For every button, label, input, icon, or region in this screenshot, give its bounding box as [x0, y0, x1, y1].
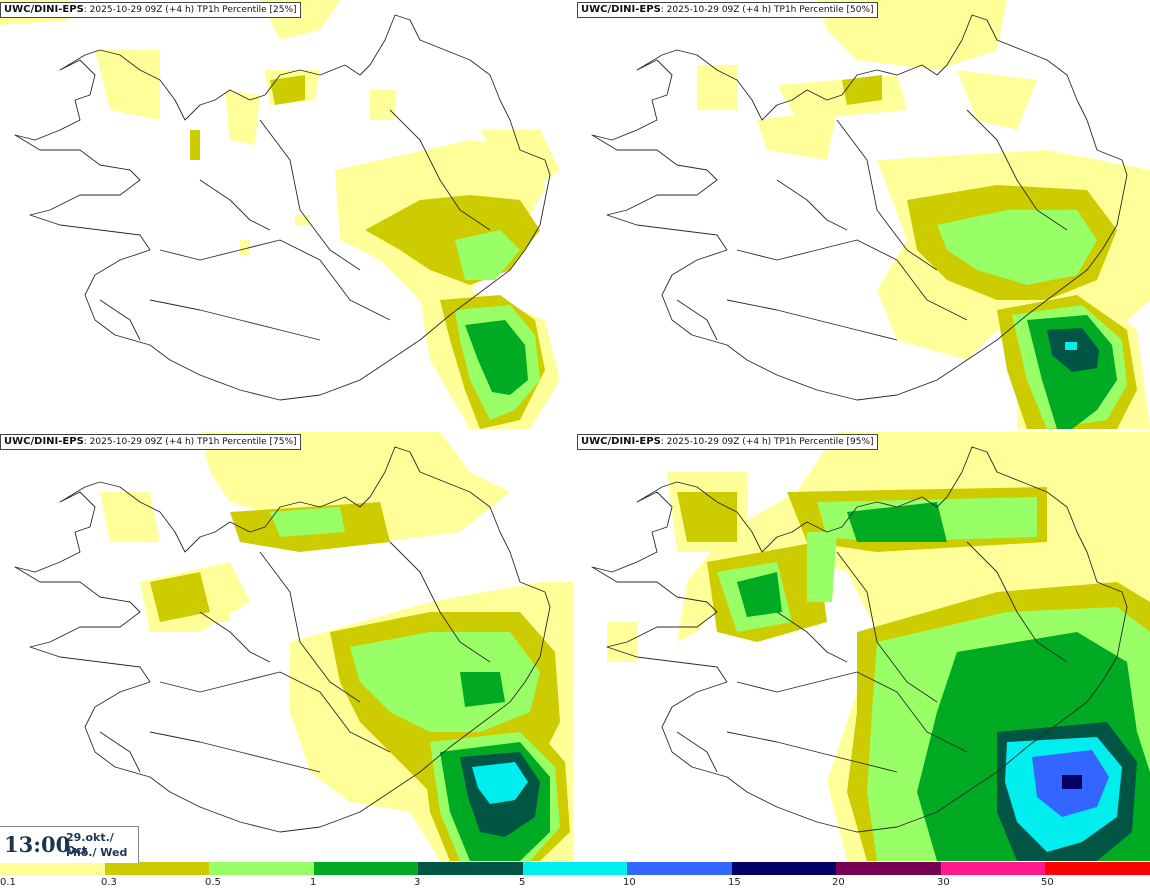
- iceland-coastline: [591, 446, 1128, 833]
- valid-time-box: 13:00 29.okt./ Oct Mið./ Wed: [0, 826, 139, 863]
- legend-swatch: [836, 862, 941, 875]
- legend-label: 0.3: [101, 877, 117, 888]
- map-panel-p50: UWC/DINI-EPS: 2025-10-29 09Z (+4 h) TP1h…: [577, 0, 1150, 429]
- panel-title: UWC/DINI-EPS: 2025-10-29 09Z (+4 h) TP1h…: [0, 434, 301, 450]
- legend-swatch: [104, 862, 210, 875]
- legend-label: 15: [728, 877, 741, 888]
- model-name: UWC/DINI-EPS: [581, 436, 661, 447]
- iceland-coastline: [14, 446, 551, 833]
- precip-fields-1: [465, 320, 528, 395]
- legend-swatch: [0, 862, 105, 875]
- precip-map-p50: [591, 0, 1150, 429]
- iceland-coastline: [591, 14, 1128, 401]
- legend-label: 50: [1041, 877, 1054, 888]
- legend-swatch: [313, 862, 419, 875]
- precip-map-p95: [591, 432, 1150, 861]
- legend-label: 20: [832, 877, 845, 888]
- precip-fields-5: [1065, 342, 1077, 350]
- run-info: : 2025-10-29 09Z (+4 h) TP1h Percentile …: [83, 437, 297, 447]
- precip-fields-15: [1062, 775, 1082, 789]
- legend-swatch: [940, 862, 1046, 875]
- map-panel-p75: UWC/DINI-EPS: 2025-10-29 09Z (+4 h) TP1h…: [0, 432, 573, 861]
- valid-time: 13:00: [4, 832, 71, 857]
- legend-label: 30: [937, 877, 950, 888]
- run-info: : 2025-10-29 09Z (+4 h) TP1h Percentile …: [83, 5, 297, 15]
- map-panel-p25: UWC/DINI-EPS: 2025-10-29 09Z (+4 h) TP1h…: [0, 0, 573, 429]
- legend-label: 10: [623, 877, 636, 888]
- model-name: UWC/DINI-EPS: [4, 4, 84, 15]
- valid-date: 29.okt./ Oct: [66, 831, 114, 857]
- legend-swatch: [627, 862, 732, 875]
- legend-swatch: [731, 862, 837, 875]
- panel-title: UWC/DINI-EPS: 2025-10-29 09Z (+4 h) TP1h…: [0, 2, 301, 18]
- panel-title: UWC/DINI-EPS: 2025-10-29 09Z (+4 h) TP1h…: [577, 434, 878, 450]
- map-panel-p95: UWC/DINI-EPS: 2025-10-29 09Z (+4 h) TP1h…: [577, 432, 1150, 861]
- panel-title: UWC/DINI-EPS: 2025-10-29 09Z (+4 h) TP1h…: [577, 2, 878, 18]
- legend-color-bar: [0, 862, 1150, 875]
- legend-swatch: [418, 862, 523, 875]
- color-legend: 0.1 0.3 0.5 1 3 5 10 15 20 30 50: [0, 862, 1150, 891]
- run-info: : 2025-10-29 09Z (+4 h) TP1h Percentile …: [660, 437, 874, 447]
- legend-label: 0.1: [0, 877, 16, 888]
- legend-label: 5: [519, 877, 526, 888]
- run-info: : 2025-10-29 09Z (+4 h) TP1h Percentile …: [660, 5, 874, 15]
- legend-swatch: [1045, 862, 1150, 875]
- model-name: UWC/DINI-EPS: [4, 436, 84, 447]
- precip-fields-5: [472, 762, 528, 804]
- legend-swatch: [209, 862, 314, 875]
- legend-label: 0.5: [205, 877, 221, 888]
- iceland-coastline: [14, 14, 551, 401]
- precip-map-p25: [0, 0, 560, 429]
- legend-swatch: [522, 862, 628, 875]
- valid-weekday: Mið./ Wed: [66, 846, 128, 859]
- legend-labels: 0.1 0.3 0.5 1 3 5 10 15 20 30 50: [0, 877, 1150, 891]
- legend-label: 1: [310, 877, 317, 888]
- model-name: UWC/DINI-EPS: [581, 4, 661, 15]
- legend-label: 3: [414, 877, 421, 888]
- precip-map-p75: [14, 432, 573, 861]
